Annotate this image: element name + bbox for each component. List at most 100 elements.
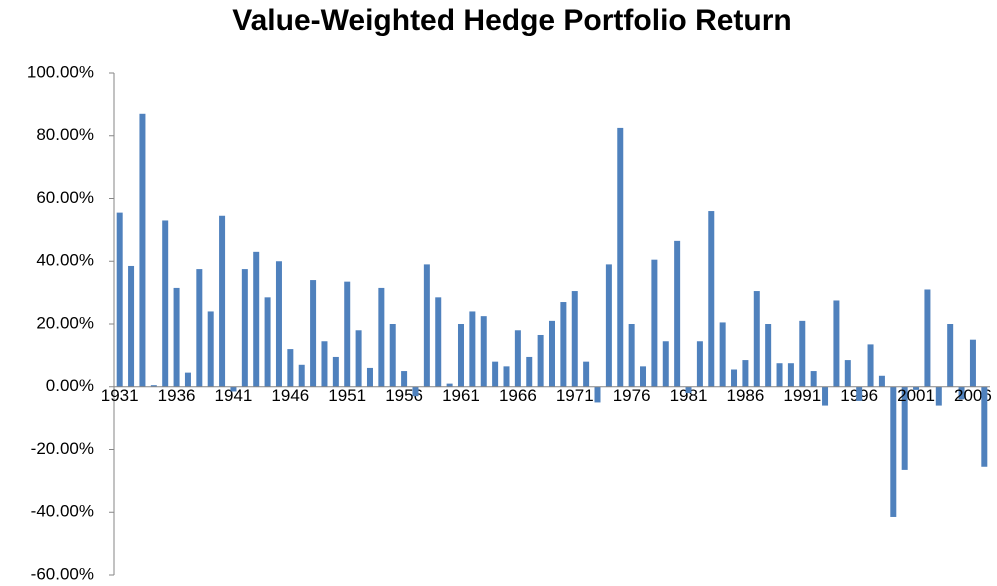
bar — [947, 324, 954, 387]
x-tick-label: 1961 — [442, 386, 480, 405]
y-tick-label: 20.00% — [36, 313, 94, 332]
bar — [708, 211, 715, 387]
bar — [628, 324, 635, 387]
y-tick-label: -40.00% — [31, 502, 94, 521]
bar — [867, 344, 874, 387]
bar — [765, 324, 772, 387]
bar — [662, 341, 669, 387]
x-tick-label: 1951 — [328, 386, 366, 405]
bar — [856, 386, 863, 401]
bar — [617, 127, 624, 387]
bar — [571, 291, 578, 387]
bar — [594, 386, 601, 403]
x-tick-label: 1991 — [783, 386, 821, 405]
bar — [457, 324, 464, 387]
bar — [935, 386, 942, 406]
bar — [787, 363, 794, 387]
bar — [958, 386, 965, 400]
y-tick-label: 100.00% — [27, 62, 94, 81]
bar — [253, 251, 260, 387]
bar — [275, 261, 282, 387]
bar — [822, 386, 829, 406]
bar — [469, 311, 476, 387]
bar — [412, 386, 419, 397]
x-tick-label: 1946 — [271, 386, 309, 405]
bar — [844, 360, 851, 387]
x-tick-label: 1966 — [499, 386, 537, 405]
x-tick-label: 1936 — [158, 386, 196, 405]
bar — [913, 386, 920, 390]
bar — [321, 341, 328, 387]
bar — [287, 349, 294, 387]
y-tick-label: 80.00% — [36, 125, 94, 144]
bar — [480, 316, 487, 387]
bar — [366, 367, 373, 387]
bar — [207, 311, 214, 387]
x-tick-label: 1971 — [556, 386, 594, 405]
bar — [981, 386, 988, 467]
bar — [969, 339, 976, 387]
bar — [435, 297, 442, 387]
bar — [264, 297, 271, 387]
x-tick-label: 2001 — [897, 386, 935, 405]
bar — [799, 320, 806, 387]
bar — [605, 264, 612, 387]
y-tick-label: 60.00% — [36, 188, 94, 207]
bar — [833, 300, 840, 387]
bar — [378, 287, 385, 387]
bar — [560, 302, 567, 387]
bar — [230, 386, 237, 392]
bar — [423, 264, 430, 387]
bar — [901, 386, 908, 470]
bar — [128, 265, 135, 387]
bar — [492, 361, 499, 387]
bar — [184, 372, 191, 387]
bar — [162, 220, 169, 387]
bar — [640, 366, 647, 387]
bar — [139, 113, 146, 387]
bar — [344, 281, 351, 387]
bar — [150, 385, 157, 387]
bar — [810, 371, 817, 387]
bar — [924, 289, 931, 387]
bar — [753, 291, 760, 387]
bar — [514, 330, 521, 387]
bar — [719, 322, 726, 387]
bar — [446, 383, 453, 387]
bar — [583, 361, 590, 387]
bar — [890, 386, 897, 517]
bar — [674, 240, 681, 387]
bar — [537, 334, 544, 387]
bar — [219, 215, 226, 387]
bar — [731, 369, 738, 387]
bar — [651, 259, 658, 387]
bar — [549, 320, 555, 387]
bar — [298, 364, 305, 387]
x-tick-label: 1986 — [726, 386, 764, 405]
x-tick-label: 1981 — [670, 386, 708, 405]
bar — [526, 356, 533, 387]
chart-title: Value-Weighted Hedge Portfolio Return — [232, 4, 791, 37]
bar — [241, 269, 248, 387]
bar — [173, 287, 180, 387]
bar — [116, 212, 123, 387]
x-tick-label: 1941 — [215, 386, 253, 405]
bar — [355, 330, 362, 387]
bar — [878, 375, 885, 387]
bar — [685, 386, 692, 394]
y-tick-label: 0.00% — [46, 376, 94, 395]
bar — [776, 363, 783, 387]
x-tick-label: 1976 — [613, 386, 651, 405]
bar — [401, 371, 408, 387]
bar — [389, 324, 396, 387]
bar — [310, 280, 317, 387]
bar — [696, 341, 703, 387]
y-tick-label: -60.00% — [31, 564, 94, 583]
bar — [503, 366, 510, 387]
bar — [742, 360, 749, 387]
bar — [332, 356, 339, 387]
x-tick-label: 1931 — [101, 386, 139, 405]
y-tick-label: 40.00% — [36, 251, 94, 270]
bar — [196, 269, 203, 387]
